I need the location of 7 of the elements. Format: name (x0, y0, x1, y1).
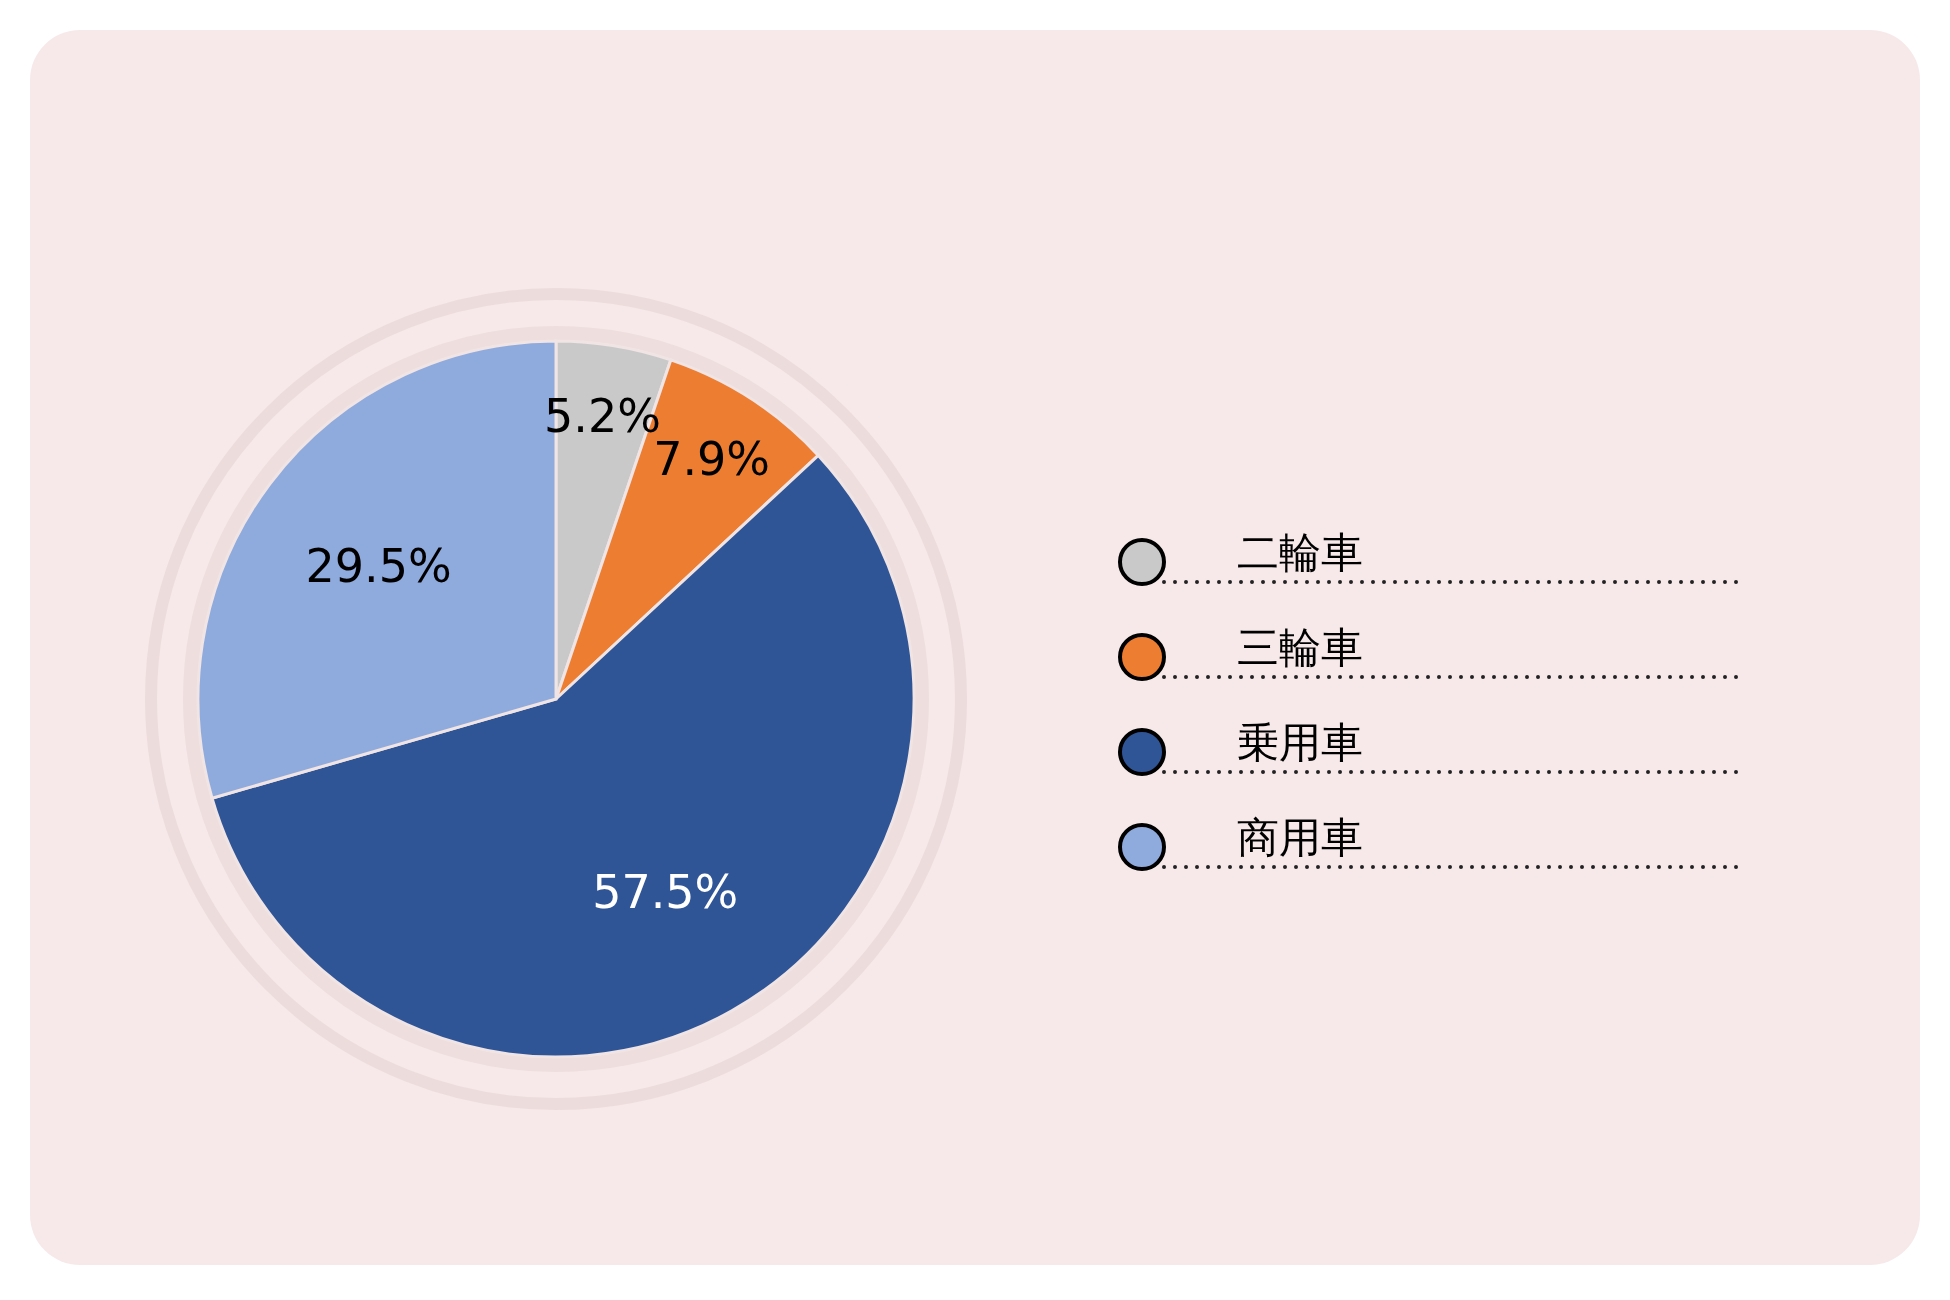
legend-label: 乗用車 (1237, 717, 1363, 767)
data-label: 57.5% (592, 865, 739, 920)
legend-label: 三輪車 (1237, 622, 1363, 672)
legend-label: 商用車 (1237, 812, 1363, 862)
data-label: 29.5% (305, 538, 452, 593)
legend-label: 二輪車 (1237, 527, 1363, 577)
data-label: 7.9% (653, 431, 771, 486)
